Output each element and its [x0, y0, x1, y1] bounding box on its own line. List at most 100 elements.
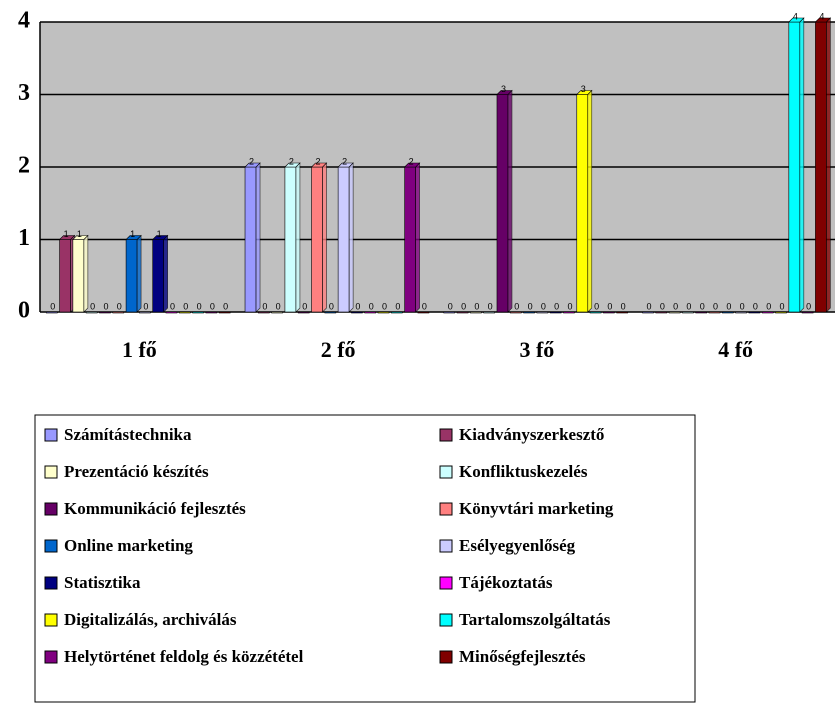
data-label: 0 [302, 301, 307, 311]
bar [456, 311, 469, 314]
legend-swatch [44, 428, 58, 442]
data-label: 2 [249, 156, 254, 166]
data-label: 0 [117, 301, 122, 311]
data-label: 0 [197, 301, 202, 311]
bar [576, 94, 589, 313]
bar [205, 311, 218, 314]
data-label: 0 [183, 301, 188, 311]
bar-top [72, 235, 89, 240]
bar-top [576, 90, 593, 95]
bar [192, 311, 204, 314]
legend-label: Esélyegyenlőség [459, 536, 576, 555]
data-label: 2 [316, 156, 321, 166]
data-label: 0 [382, 301, 387, 311]
data-label: 3 [581, 84, 586, 94]
bar-side [136, 234, 142, 313]
data-label: 0 [474, 301, 479, 311]
bar [417, 311, 430, 314]
data-label: 0 [103, 301, 108, 311]
legend-swatch [439, 502, 453, 516]
data-label: 2 [342, 156, 347, 166]
bar [404, 166, 416, 313]
legend-swatch [439, 539, 453, 553]
bar [337, 166, 350, 313]
bar [708, 311, 721, 314]
bar [139, 311, 151, 314]
data-label: 0 [355, 301, 360, 311]
data-label: 0 [541, 301, 546, 311]
legend-swatch [44, 539, 58, 553]
bar [284, 166, 297, 313]
legend-swatch [439, 465, 453, 479]
data-label: 1 [77, 229, 82, 239]
bar [364, 311, 377, 314]
legend-label: Számítástechnika [64, 425, 192, 444]
legend-label: Minőségfejlesztés [459, 647, 586, 666]
bar-side [322, 162, 327, 313]
bar [112, 311, 125, 314]
bar [324, 311, 337, 314]
legend-label: Könyvtári marketing [459, 499, 614, 518]
data-label: 0 [210, 301, 215, 311]
bar [722, 311, 734, 314]
legend-swatch [439, 576, 453, 590]
data-label: 0 [753, 301, 758, 311]
data-label: 0 [740, 301, 745, 311]
legend-swatch [44, 465, 58, 479]
data-label: 1 [130, 229, 135, 239]
y-tick-label: 1 [18, 225, 30, 251]
data-label: 0 [528, 301, 533, 311]
y-tick-label: 4 [18, 8, 30, 34]
bar [695, 311, 708, 314]
bar-top [125, 235, 142, 240]
data-label: 0 [780, 301, 785, 311]
data-label: 0 [276, 301, 281, 311]
bar [642, 311, 654, 314]
bar [801, 311, 814, 314]
bar-side [799, 17, 805, 313]
bar [443, 311, 456, 314]
bar [271, 311, 283, 314]
bar [351, 311, 363, 314]
bar [218, 311, 231, 314]
data-label: 0 [673, 301, 678, 311]
bar [311, 166, 323, 313]
bar [377, 311, 390, 314]
bar [815, 21, 827, 313]
data-label: 0 [488, 301, 493, 311]
data-label: 0 [726, 301, 731, 311]
legend-label: Helytörténet feldolg és közzététel [64, 647, 304, 666]
bar-top [337, 162, 354, 168]
bar-side [415, 162, 420, 313]
data-label: 4 [819, 11, 824, 21]
bar [761, 311, 774, 314]
data-label: 0 [50, 301, 55, 311]
legend-label: Tartalomszolgáltatás [459, 610, 611, 629]
data-label: 0 [262, 301, 267, 311]
bar-top [244, 162, 261, 168]
data-label: 0 [369, 301, 374, 311]
x-tick-label: 2 fő [321, 337, 356, 362]
bar [655, 311, 668, 314]
legend-label: Kommunikáció fejlesztés [64, 499, 246, 518]
bar [244, 166, 257, 313]
bar [178, 311, 191, 314]
data-label: 0 [621, 301, 626, 311]
data-label: 0 [90, 301, 95, 311]
legend-label: Prezentáció készítés [64, 462, 209, 481]
legend-label: Konfliktuskezelés [459, 462, 588, 481]
x-tick-label: 4 fő [718, 337, 753, 362]
legend-swatch [44, 650, 58, 664]
bar [589, 311, 602, 314]
bar [616, 311, 628, 314]
bar [45, 311, 58, 314]
bar [258, 311, 270, 314]
data-label: 0 [448, 301, 453, 311]
data-label: 0 [766, 301, 771, 311]
data-label: 0 [395, 301, 400, 311]
data-label: 0 [223, 301, 228, 311]
bar [775, 311, 787, 314]
x-tick-label: 3 fő [519, 337, 554, 362]
bar [391, 311, 403, 314]
